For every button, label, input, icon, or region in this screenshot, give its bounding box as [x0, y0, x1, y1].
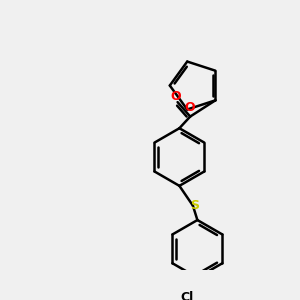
Text: S: S [190, 199, 199, 212]
Text: Cl: Cl [181, 291, 194, 300]
Text: O: O [170, 90, 181, 103]
Text: O: O [184, 101, 195, 114]
